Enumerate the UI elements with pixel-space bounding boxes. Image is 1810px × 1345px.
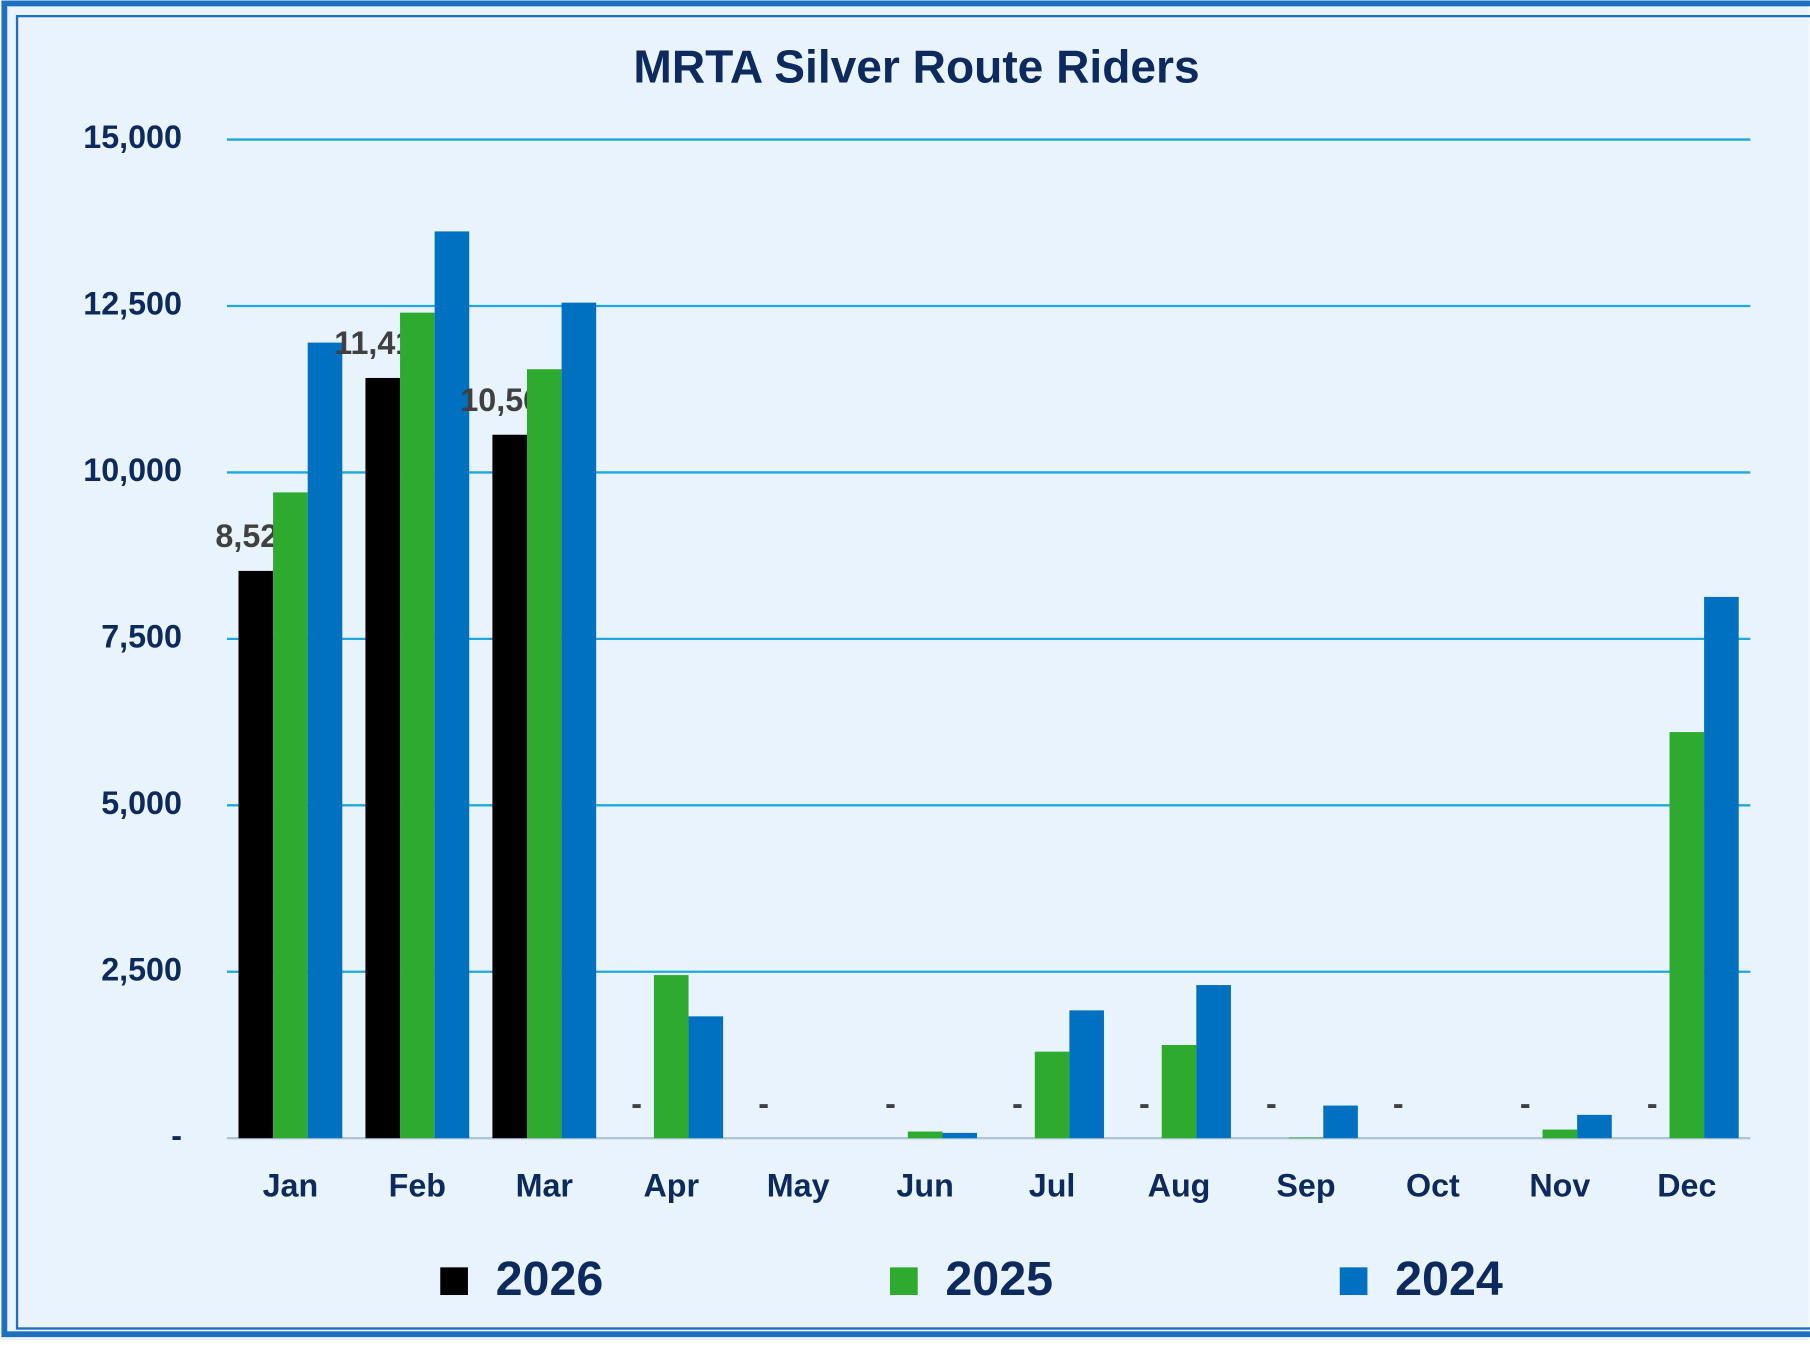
bar <box>1577 1114 1612 1139</box>
bar <box>1069 1010 1104 1139</box>
bar <box>688 1016 724 1139</box>
bar <box>1704 596 1739 1139</box>
data-label: - <box>1266 1085 1277 1121</box>
x-tick-label: Apr <box>643 1167 699 1203</box>
bar <box>1323 1105 1358 1139</box>
legend-swatch <box>1339 1267 1368 1296</box>
frame-inner <box>15 14 1810 1330</box>
bar <box>907 1131 943 1139</box>
x-tick-label: Feb <box>389 1167 446 1203</box>
data-label: - <box>885 1085 896 1121</box>
data-label: - <box>758 1085 769 1121</box>
bar <box>238 570 274 1139</box>
x-tick-label: Aug <box>1148 1167 1211 1203</box>
y-tick-label: 10,000 <box>83 452 182 488</box>
bar <box>273 492 308 1139</box>
y-tick-label: - <box>171 1118 182 1154</box>
data-label: - <box>1012 1085 1023 1121</box>
x-tick-label: Oct <box>1406 1167 1460 1203</box>
data-label: - <box>631 1085 642 1121</box>
bar <box>1669 732 1705 1139</box>
y-tick-label: 2,500 <box>101 951 182 987</box>
bar <box>365 377 401 1139</box>
x-tick-label: Dec <box>1657 1167 1716 1203</box>
bar <box>561 302 597 1139</box>
legend-label: 2024 <box>1395 1252 1503 1306</box>
data-label: - <box>1393 1085 1404 1121</box>
x-tick-label: Jun <box>896 1167 953 1203</box>
y-tick-label: 15,000 <box>83 119 182 155</box>
y-tick-label: 7,500 <box>101 618 182 654</box>
bar <box>434 231 470 1139</box>
chart-title: MRTA Silver Route Riders <box>633 41 1199 93</box>
legend-swatch <box>890 1267 918 1296</box>
y-tick-label: 5,000 <box>101 785 182 821</box>
bar <box>307 342 343 1139</box>
bar <box>526 369 562 1139</box>
x-tick-label: Jul <box>1029 1167 1076 1203</box>
bar <box>942 1132 978 1139</box>
bar <box>653 975 689 1139</box>
bar <box>1196 985 1231 1139</box>
legend-swatch <box>440 1267 468 1296</box>
x-tick-label: Mar <box>516 1167 574 1203</box>
x-tick-label: Sep <box>1276 1167 1335 1203</box>
bar <box>1034 1051 1070 1139</box>
bar <box>400 312 435 1139</box>
legend-label: 2026 <box>496 1252 604 1306</box>
data-label: - <box>1647 1085 1658 1121</box>
bar <box>1161 1044 1197 1139</box>
bar <box>1288 1137 1324 1139</box>
legend-label: 2025 <box>945 1252 1053 1306</box>
data-label: - <box>1139 1085 1150 1121</box>
y-tick-label: 12,500 <box>83 286 182 322</box>
x-tick-label: May <box>767 1167 830 1203</box>
x-tick-label: Jan <box>263 1167 319 1203</box>
data-label: - <box>1520 1085 1531 1121</box>
bar <box>1542 1129 1578 1139</box>
x-tick-label: Nov <box>1529 1167 1590 1203</box>
bar <box>492 434 527 1139</box>
